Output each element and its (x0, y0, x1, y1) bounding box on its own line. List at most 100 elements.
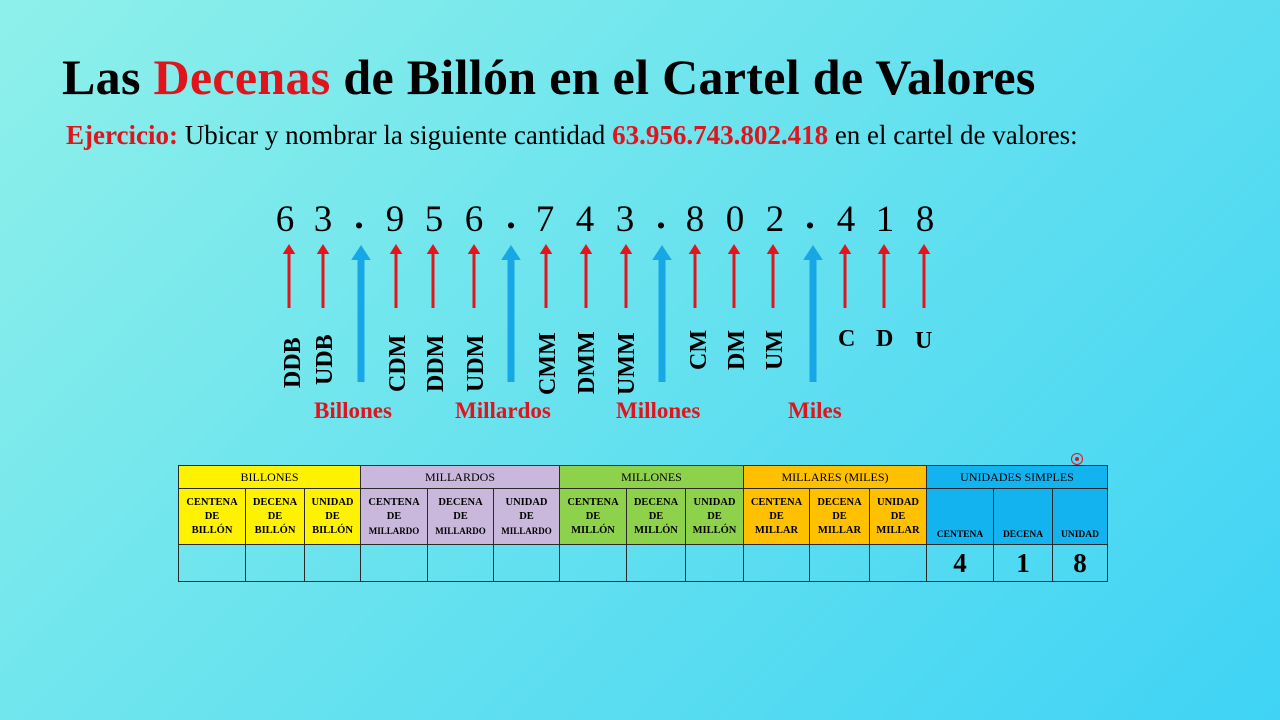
place-name-cell: UNIDAD DE MILLARDO (493, 488, 560, 545)
digit: 7 (535, 199, 555, 240)
digit: 1 (875, 199, 895, 240)
place-name-cell: UNIDAD DE MILLAR (869, 488, 927, 545)
place-name-line: DECENA (1002, 530, 1044, 540)
place-name-line: CENTENA (567, 496, 619, 508)
digit: 4 (836, 199, 856, 240)
separator-arrow (652, 245, 672, 382)
group-label: Miles (788, 398, 842, 423)
place-name-line: UNIDAD (311, 496, 354, 508)
value-cell[interactable]: 8 (1052, 544, 1108, 582)
place-label: CDM (385, 334, 411, 392)
group-label: Millones (616, 398, 701, 423)
place-name-cell: CENTENA DE MILLÓN (559, 488, 627, 545)
place-name-line: BILLÓN (312, 524, 353, 536)
digit-separator: . (805, 195, 815, 237)
place-name-cell: CENTENA DE MILLARDO (360, 488, 428, 545)
digit: 0 (725, 199, 745, 240)
place-name-row: CENTENA DE BILLÓN DECENA DE BILLÓN UNIDAD DE BIL… (178, 488, 1108, 545)
digit: 3 (313, 199, 333, 240)
place-name-line: CENTENA (368, 496, 420, 508)
group-label: Millardos (455, 398, 551, 423)
digit-separator: . (656, 195, 666, 237)
place-name-line: MILLAR (876, 524, 920, 536)
place-name-line: DE (204, 510, 220, 522)
place-arrow (467, 244, 481, 308)
digit-separator: . (506, 195, 516, 237)
value-cell[interactable] (245, 544, 305, 582)
place-name-cell: DECENA DE BILLÓN (245, 488, 305, 545)
value-cell[interactable] (685, 544, 744, 582)
place-name-cell: CENTENA DE MILLAR (743, 488, 810, 545)
value-cell[interactable] (559, 544, 627, 582)
value-cell[interactable]: 4 (926, 544, 994, 582)
value-cell[interactable] (743, 544, 810, 582)
header-millardos: MILLARDOS (360, 465, 560, 489)
place-arrow (688, 244, 702, 308)
place-label: U (915, 328, 933, 354)
place-name-line: CENTENA (750, 496, 803, 508)
place-arrow (917, 244, 931, 308)
page-title: Las Decenas de Billón en el Cartel de Va… (62, 48, 1036, 106)
place-arrow (282, 244, 296, 308)
place-name-line: DECENA (817, 496, 862, 508)
separator-arrow (501, 245, 521, 382)
value-cell[interactable] (360, 544, 428, 582)
separator-arrow (803, 245, 823, 382)
digit: 9 (385, 199, 405, 240)
place-label: DM (724, 330, 750, 370)
place-value-arrows (282, 244, 931, 382)
place-name-cell: UNIDAD DE BILLÓN (304, 488, 361, 545)
place-name-line: UNIDAD (1061, 530, 1099, 540)
place-name-line: DE (453, 510, 468, 522)
place-arrow (539, 244, 553, 308)
digit: 8 (915, 199, 935, 240)
place-name-line: MILLARDO (435, 525, 486, 536)
place-value-chart: BILLONES MILLARDOS MILLONES MILLARES (MI… (178, 465, 1108, 582)
place-label: C (838, 326, 856, 352)
place-name-cell: DECENA DE MILLÓN (626, 488, 686, 545)
place-name-cell: UNIDAD (1052, 488, 1108, 545)
place-arrow (316, 244, 330, 308)
group-label: Billones (314, 398, 392, 423)
place-name-line: DE (519, 510, 534, 522)
digit: 5 (424, 199, 444, 240)
place-name-line: DE (890, 510, 906, 522)
separator-arrow (351, 245, 371, 382)
place-name-line: UNIDAD (693, 496, 736, 508)
place-name-line: MILLAR (754, 524, 799, 536)
place-name-line: DECENA (252, 496, 298, 508)
value-cell[interactable] (809, 544, 870, 582)
place-label: D (876, 326, 894, 352)
value-cell[interactable] (304, 544, 361, 582)
place-arrow (389, 244, 403, 308)
place-arrow (877, 244, 891, 308)
value-cell[interactable] (626, 544, 686, 582)
title-highlight: Decenas (153, 49, 331, 105)
place-arrow (727, 244, 741, 308)
place-name-line: DE (832, 510, 847, 522)
place-name-line: BILLÓN (191, 524, 233, 536)
place-name-cell: DECENA (993, 488, 1053, 545)
value-cell[interactable]: 1 (993, 544, 1053, 582)
value-cell[interactable] (869, 544, 927, 582)
place-name-line: UNIDAD (877, 496, 919, 508)
digit: 2 (765, 199, 785, 240)
header-millones: MILLONES (559, 465, 744, 489)
value-cell[interactable] (427, 544, 494, 582)
place-name-cell: DECENA DE MILLARDO (427, 488, 494, 545)
place-label: UDM (463, 334, 489, 392)
digit: 8 (685, 199, 705, 240)
place-label: DMM (574, 331, 600, 394)
exercise-statement: Ejercicio: Ubicar y nombrar la siguiente… (66, 120, 1078, 151)
place-arrow (766, 244, 780, 308)
place-label: DDB (280, 337, 306, 388)
value-cell[interactable] (178, 544, 246, 582)
exercise-suffix: en el cartel de valores: (828, 120, 1078, 150)
value-cell[interactable] (493, 544, 560, 582)
header-billones: BILLONES (178, 465, 361, 489)
place-name-line: DE (325, 510, 340, 522)
exercise-number: 63.956.743.802.418 (612, 120, 829, 150)
place-name-cell: UNIDAD DE MILLÓN (685, 488, 744, 545)
group-header-row: BILLONES MILLARDOS MILLONES MILLARES (MI… (178, 465, 1108, 489)
place-name-line: MILLÓN (634, 524, 678, 536)
